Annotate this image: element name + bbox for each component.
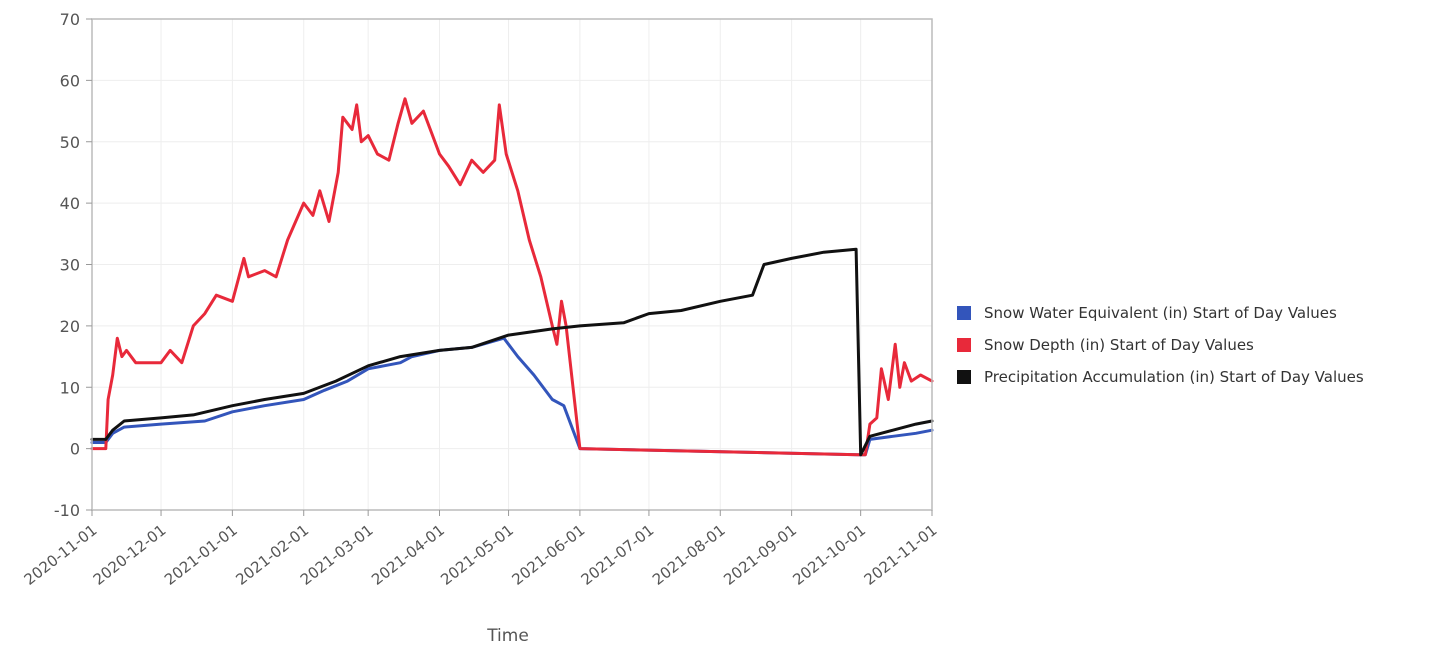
series-lines <box>90 97 934 457</box>
x-tick-label: 2021-01-01 <box>161 521 241 589</box>
y-tick-label: 0 <box>70 440 80 459</box>
x-tick-label: 2021-09-01 <box>720 521 800 589</box>
y-tick-label: 30 <box>60 256 80 275</box>
x-tick-label: 2021-07-01 <box>578 521 658 589</box>
series-line-2 <box>90 97 934 457</box>
series-line-1 <box>90 336 934 457</box>
x-axis-title: Time <box>486 626 529 646</box>
legend: Snow Water Equivalent (in) Start of Day … <box>957 304 1364 386</box>
legend-swatch <box>957 370 971 384</box>
legend-label: Snow Water Equivalent (in) Start of Day … <box>984 304 1337 322</box>
y-tick-label: -10 <box>54 501 80 520</box>
x-tick-label: 2020-11-01 <box>21 521 101 589</box>
x-tick-label: 2021-05-01 <box>437 521 517 589</box>
y-tick-label: 20 <box>60 317 80 336</box>
y-tick-label: 60 <box>60 71 80 90</box>
x-tick-label: 2020-12-01 <box>90 521 170 589</box>
x-tick-label: 2021-08-01 <box>649 521 729 589</box>
y-tick-label: 50 <box>60 133 80 152</box>
y-tick-label: 10 <box>60 378 80 397</box>
series-line-3 <box>90 247 934 457</box>
y-tick-label: 40 <box>60 194 80 213</box>
legend-label: Precipitation Accumulation (in) Start of… <box>984 368 1364 386</box>
grid <box>91 18 933 511</box>
y-axis: 70 60 50 40 30 20 10 0 -10 <box>54 10 92 520</box>
x-tick-label: 2021-04-01 <box>368 521 448 589</box>
y-tick-label: 70 <box>60 10 80 29</box>
legend-swatch <box>957 306 971 320</box>
x-tick-label: 2021-10-01 <box>789 521 869 589</box>
legend-label: Snow Depth (in) Start of Day Values <box>984 336 1254 354</box>
x-tick-label: 2021-11-01 <box>861 521 941 589</box>
x-tick-label: 2021-06-01 <box>509 521 589 589</box>
legend-swatch <box>957 338 971 352</box>
x-axis: 2020-11-012020-12-012021-01-012021-02-01… <box>21 510 941 589</box>
